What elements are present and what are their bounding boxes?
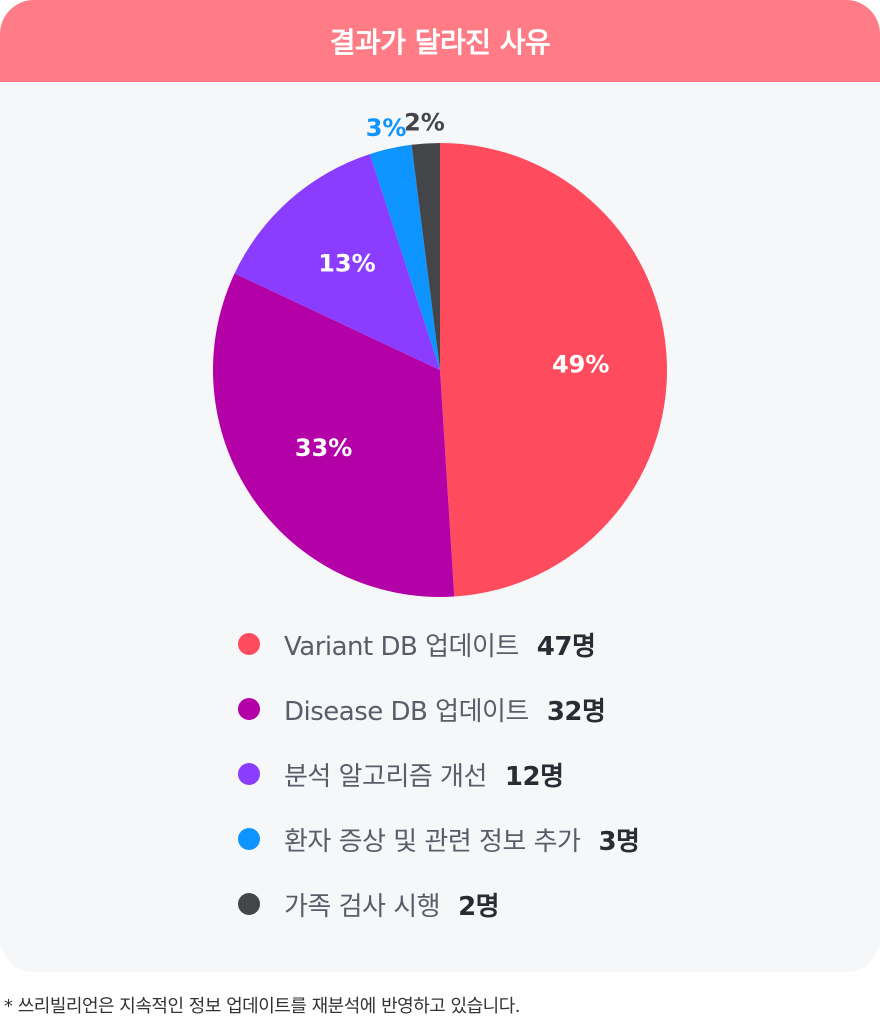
legend-count: 2명 xyxy=(458,891,500,922)
legend-dot-icon xyxy=(238,698,260,720)
legend-count: 3명 xyxy=(598,826,640,857)
pie-chart: 49% 33% 13% 3%2% xyxy=(213,108,667,597)
pie-slice-label-4: 2% xyxy=(404,108,445,136)
pie-slice-1 xyxy=(213,273,455,597)
legend-label: 환자 증상 및 관련 정보 추가 xyxy=(284,826,581,857)
legend-label: 분석 알고리즘 개선 xyxy=(284,761,487,792)
legend-item-0: Variant DB 업데이트 47명 xyxy=(238,624,596,664)
legend-dot-icon xyxy=(238,893,260,915)
legend-item-4: 가족 검사 시행 2명 xyxy=(238,884,500,924)
pie-slice-4 xyxy=(411,143,440,370)
pie-slice-3 xyxy=(369,144,440,370)
legend-item-1: Disease DB 업데이트 32명 xyxy=(238,689,606,729)
legend-label: Variant DB 업데이트 xyxy=(284,631,519,662)
legend-item-2: 분석 알고리즘 개선 12명 xyxy=(238,754,564,794)
legend-label: Disease DB 업데이트 xyxy=(284,696,529,727)
chart-title: 결과가 달라진 사유 xyxy=(329,26,551,59)
legend-count: 12명 xyxy=(504,761,564,792)
pie-slice-label-0: 49% xyxy=(552,351,609,379)
legend-dot-icon xyxy=(238,763,260,785)
legend-item-3: 환자 증상 및 관련 정보 추가 3명 xyxy=(238,819,640,859)
legend-count: 32명 xyxy=(546,696,606,727)
pie-slice-label-1: 33% xyxy=(295,434,352,462)
pie-slice-label-3: 3% xyxy=(366,114,407,142)
chart-card: 결과가 달라진 사유 49% 33% 13% 3% 2% Variant DB 업데이트… xyxy=(0,0,880,924)
pie-slice-2 xyxy=(234,154,440,370)
card-header: 결과가 달라진 사유 xyxy=(0,0,880,82)
legend-dot-icon xyxy=(238,828,260,850)
legend-count: 47명 xyxy=(536,631,596,662)
pie-slice-label-2: 13% xyxy=(318,249,375,277)
legend-label: 가족 검사 시행 xyxy=(284,891,441,922)
pie-slice-0 xyxy=(440,143,667,597)
footnote: * 쓰리빌리언은 지속적인 정보 업데이트를 재분석에 반영하고 있습니다. xyxy=(4,996,521,1017)
legend-dot-icon xyxy=(238,633,260,655)
